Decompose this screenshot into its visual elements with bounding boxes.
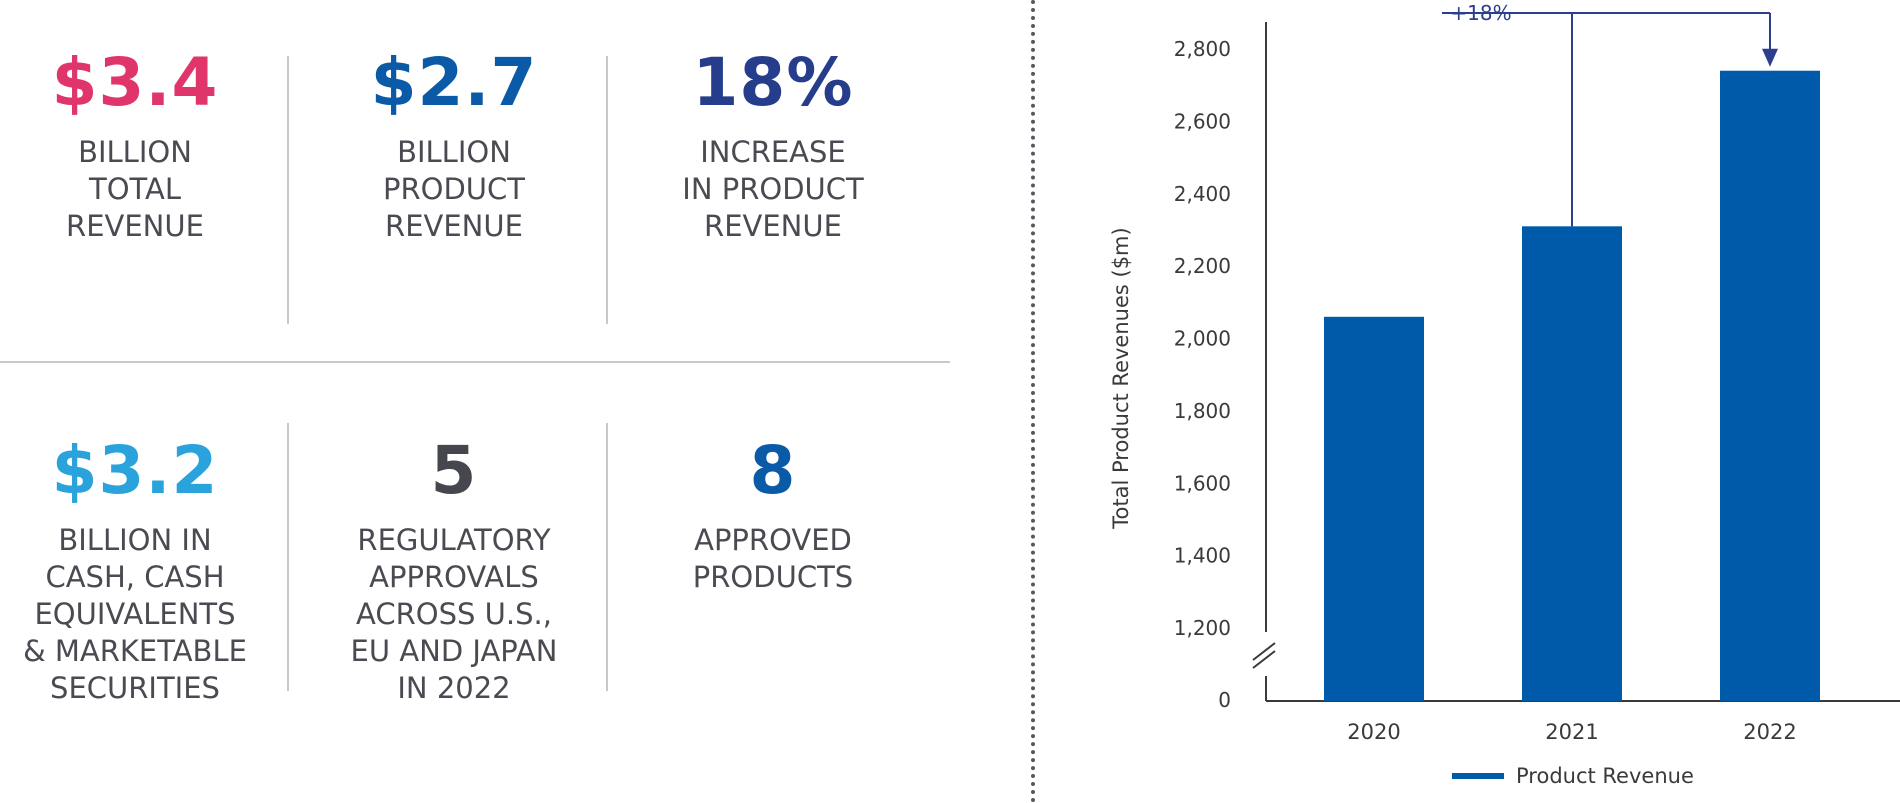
y-tick-label: 1,600 <box>1174 471 1231 495</box>
annotation-label: +18% <box>1450 1 1511 25</box>
divider <box>0 361 950 363</box>
stat-value: $3.2 <box>51 432 219 509</box>
y-tick-label: 1,800 <box>1174 399 1231 423</box>
stat-label: REGULATORY APPROVALS ACROSS U.S., EU AND… <box>350 523 558 705</box>
revenue-bar-chart: 0 1,200 1,400 1,600 1,800 2,000 2,200 2,400 2,60… <box>1109 1 1900 788</box>
x-tick-label: 2022 <box>1743 720 1796 744</box>
axis-break <box>1252 650 1276 669</box>
stat-product-revenue: $2.7 BILLION PRODUCT REVENUE <box>319 46 589 245</box>
bar <box>1522 226 1622 701</box>
divider <box>287 423 289 691</box>
stat-value: $3.4 <box>51 44 219 121</box>
x-tick-label: 2020 <box>1347 720 1400 744</box>
y-tick-label: 0 <box>1218 688 1231 712</box>
divider <box>606 56 608 324</box>
annotation-arrowhead <box>1762 48 1778 67</box>
y-tick-label: 2,200 <box>1174 254 1231 278</box>
stat-total-revenue: $3.4 BILLION TOTAL REVENUE <box>0 46 270 245</box>
divider <box>287 56 289 324</box>
stat-label: BILLION TOTAL REVENUE <box>66 135 204 243</box>
legend-label: Product Revenue <box>1516 764 1694 788</box>
y-tick-label: 1,400 <box>1174 544 1231 568</box>
stat-value: 18% <box>692 44 854 121</box>
y-tick-label: 1,200 <box>1174 616 1231 640</box>
y-tick-label: 2,600 <box>1174 109 1231 133</box>
y-tick-label: 2,000 <box>1174 327 1231 351</box>
x-tick-label: 2021 <box>1545 720 1598 744</box>
stat-label: BILLION IN CASH, CASH EQUIVALENTS & MARK… <box>23 523 247 705</box>
stat-label: APPROVED PRODUCTS <box>692 523 854 594</box>
stat-value: 8 <box>749 432 797 509</box>
stat-label: BILLION PRODUCT REVENUE <box>383 135 525 243</box>
y-tick-label: 2,400 <box>1174 182 1231 206</box>
stat-label: INCREASE IN PRODUCT REVENUE <box>682 135 864 243</box>
stat-approved-products: 8 APPROVED PRODUCTS <box>638 434 908 596</box>
bar <box>1324 316 1424 701</box>
stat-cash: $3.2 BILLION IN CASH, CASH EQUIVALENTS &… <box>0 434 270 707</box>
stat-regulatory-approvals: 5 REGULATORY APPROVALS ACROSS U.S., EU A… <box>319 434 589 707</box>
y-tick-label: 2,800 <box>1174 37 1231 61</box>
stat-value: $2.7 <box>370 44 538 121</box>
stat-value: 5 <box>430 432 478 509</box>
bar <box>1720 70 1820 701</box>
divider <box>606 423 608 691</box>
y-axis-label: Total Product Revenues ($m) <box>1109 227 1133 529</box>
stat-revenue-increase: 18% INCREASE IN PRODUCT REVENUE <box>638 46 908 245</box>
axis-break <box>1252 642 1276 661</box>
panel-separator <box>1031 0 1035 803</box>
